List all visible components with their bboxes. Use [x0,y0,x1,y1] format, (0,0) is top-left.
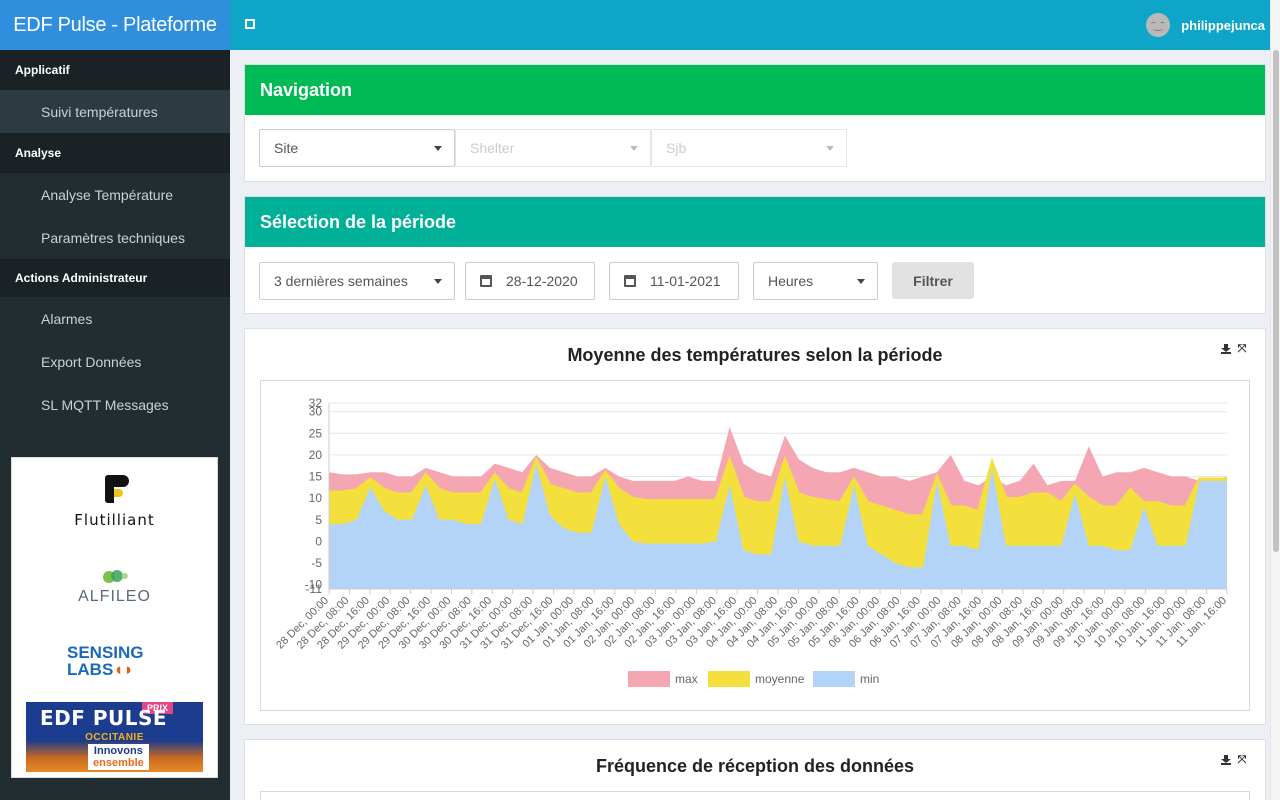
download-icon[interactable] [1221,755,1231,765]
sidebar-item-alarmes[interactable]: Alarmes [0,297,230,340]
chart-panel-title: Moyenne des températures selon la périod… [567,345,943,365]
y-tick-label: 20 [309,448,323,462]
date-to-value: 11-01-2021 [650,273,721,289]
legend-label-max[interactable]: max [675,672,698,686]
navigation-panel: Navigation Site Shelter Sjb [244,64,1266,182]
partner-logos: Flutilliant ALFILEO SENSING LABS◖◗ PRIX … [11,457,218,778]
legend-swatch-moyenne[interactable] [708,671,750,687]
sidebar-item-suivi-temperatures[interactable]: Suivi températures [0,90,230,133]
sidebar-toggle-icon[interactable] [245,19,255,29]
site-select[interactable]: Site [259,129,455,167]
edf-slogan-line2: ensemble [93,757,144,769]
chevron-down-icon [826,146,834,151]
legend-label-min[interactable]: min [860,672,879,686]
y-tick-label: 30 [309,405,323,419]
navigation-title: Navigation [245,65,1265,115]
calendar-icon [624,275,636,287]
chevron-down-icon [857,279,865,284]
scrollbar[interactable] [1270,0,1280,800]
period-panel: Sélection de la période 3 dernières sema… [244,196,1266,314]
sensing-labs-logo: SENSING LABS◖◗ [67,644,144,678]
chevron-down-icon [630,146,638,151]
top-navbar: philippejunca [230,0,1270,50]
date-from-input[interactable]: 28-12-2020 [465,262,595,300]
chart-frame: -11 -10 -5 0 5 10 15 20 25 30 32 28 Dec, 00:00 28 De… [260,380,1250,711]
alfileo-name: ALFILEO [78,588,151,605]
granularity-select-value: Heures [768,273,814,289]
sjb-select-value: Sjb [666,140,687,156]
sidebar-item-mqtt-messages[interactable]: SL MQTT Messages [0,383,230,426]
frequency-panel-title: Fréquence de réception des données [595,756,915,776]
edf-pulse-title: EDF PULSE [40,706,168,730]
frequency-chart-frame [260,791,1250,800]
date-to-input[interactable]: 11-01-2021 [609,262,739,300]
range-select[interactable]: 3 dernières semaines [259,262,455,300]
flutilliant-logo: Flutilliant [12,475,217,529]
sidebar-item-analyse-temperature[interactable]: Analyse Température [0,173,230,216]
filter-button[interactable]: Filtrer [892,262,974,299]
shelter-select-value: Shelter [470,140,515,156]
expand-icon[interactable]: ⤧ [1237,754,1247,766]
temperature-chart-panel: Moyenne des températures selon la périod… [244,328,1266,725]
edf-slogan-line1: Innovons [93,745,143,757]
sidebar-header-admin: Actions Administrateur [0,259,230,297]
period-title: Sélection de la période [245,197,1265,247]
user-name: philippejunca [1181,17,1265,33]
edf-pulse-logo: PRIX EDF PULSE OCCITANIE Innovons ensemb… [26,702,203,772]
sidebar-item-export-donnees[interactable]: Export Données [0,340,230,383]
legend-swatch-min[interactable] [813,671,855,687]
y-tick-label: 15 [309,470,323,484]
y-tick-label: -11 [306,582,323,596]
expand-icon[interactable]: ⤧ [1237,343,1247,355]
sensing-logo-line1: SENSING [67,643,144,662]
sensing-logo-line2: LABS [67,660,114,679]
series-moyenne-line [329,455,1227,517]
date-from-value: 28-12-2020 [506,273,578,289]
edf-region: OCCITANIE [85,732,144,743]
edf-slogan: Innovons ensemble [88,744,149,770]
sjb-select[interactable]: Sjb [651,129,847,167]
y-tick-label: -5 [311,556,322,570]
chevron-down-icon [434,279,442,284]
legend-label-moyenne[interactable]: moyenne [755,672,805,686]
user-menu[interactable]: philippejunca [1146,12,1265,38]
y-tick-label: 25 [309,426,323,440]
scrollbar-thumb[interactable] [1273,50,1279,552]
frequency-tools: ⤧ [1221,754,1247,766]
shelter-select[interactable]: Shelter [455,129,651,167]
y-tick-label: -10 [305,578,323,592]
sidebar-header-applicatif: Applicatif [0,50,230,90]
edf-prix-badge: PRIX [141,702,173,714]
download-icon[interactable] [1221,344,1231,354]
site-select-value: Site [274,140,299,156]
sidebar: Applicatif Suivi températures Analyse An… [0,50,230,800]
range-select-value: 3 dernières semaines [274,273,408,289]
sensing-logo-mark-icon: ◖◗ [113,660,134,679]
sidebar-item-parametres-techniques[interactable]: Paramètres techniques [0,216,230,259]
granularity-select[interactable]: Heures [753,262,878,300]
y-tick-label: 5 [315,513,322,527]
chart-tools: ⤧ [1221,343,1247,355]
chevron-down-icon [434,146,442,151]
alfileo-icon [95,568,135,584]
flutilliant-icon [101,475,129,503]
series-min-area [329,463,1227,589]
flutilliant-name: Flutilliant [74,511,155,529]
y-tick-label: 32 [309,396,323,410]
y-tick-label: 0 [315,534,322,548]
y-tick-label: 10 [309,491,323,505]
avatar [1146,13,1171,37]
sidebar-header-analyse: Analyse [0,133,230,173]
frequency-panel: Fréquence de réception des données ⤧ [244,739,1266,800]
brand-logo[interactable]: EDF Pulse - Plateforme [0,0,230,50]
legend-swatch-max[interactable] [628,671,670,687]
alfileo-logo: ALFILEO [12,568,217,606]
calendar-icon [480,275,492,287]
